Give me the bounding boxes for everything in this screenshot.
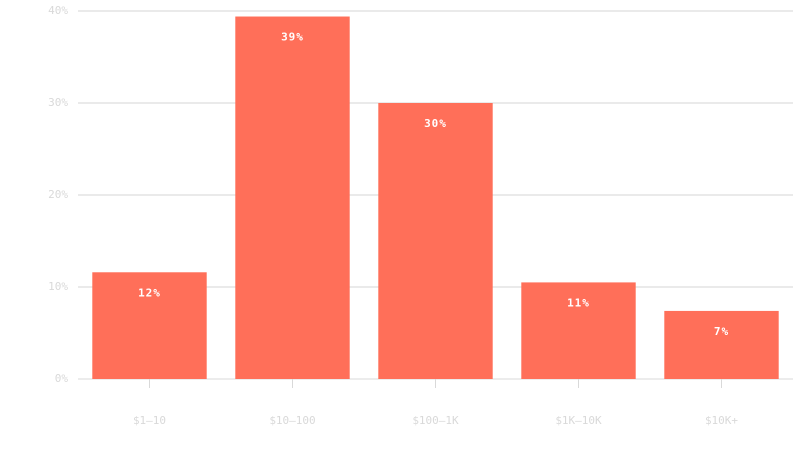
bar [92, 272, 207, 379]
data-label: 39% [281, 31, 304, 44]
y-tick-label: 0% [55, 372, 69, 385]
y-tick-label: 10% [48, 280, 68, 293]
bar [378, 103, 493, 379]
x-tick-label: $10–100 [269, 414, 315, 427]
y-tick-label: 20% [48, 188, 68, 201]
y-tick-label: 30% [48, 96, 68, 109]
data-label: 11% [567, 296, 590, 309]
x-tick-label: $10K+ [705, 414, 738, 427]
data-label: 12% [138, 286, 161, 299]
bar [664, 310, 779, 379]
bar [521, 282, 636, 379]
x-tick-label: $1K–10K [555, 414, 602, 427]
bar [235, 16, 350, 380]
x-tick-label: $1–10 [133, 414, 166, 427]
y-tick-label: 40% [48, 4, 68, 17]
data-label: 30% [424, 117, 447, 130]
data-label: 7% [714, 325, 729, 338]
x-tick-label: $100–1K [412, 414, 459, 427]
